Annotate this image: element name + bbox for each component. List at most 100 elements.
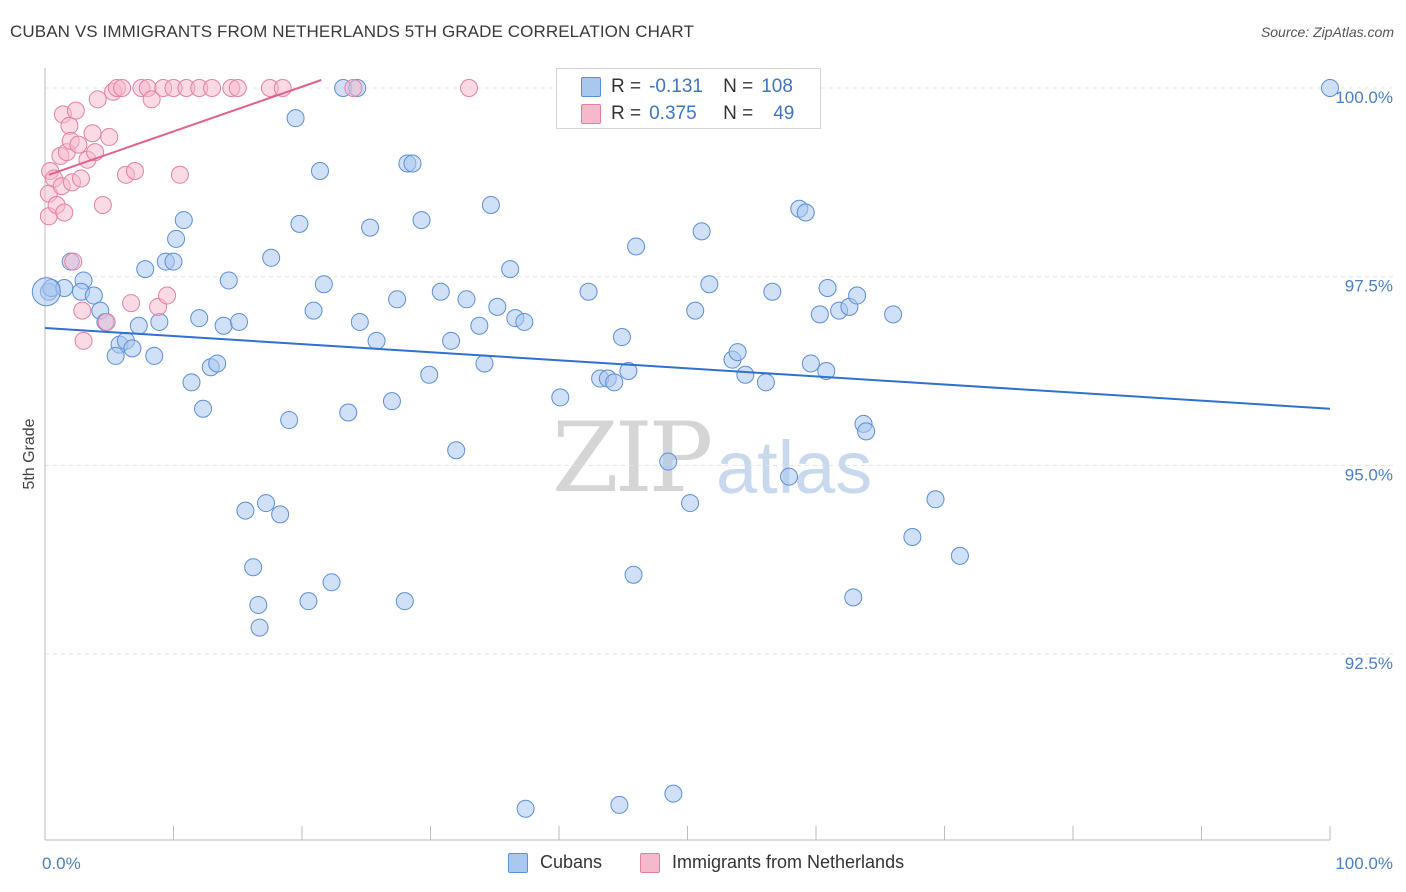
point-cubans bbox=[262, 248, 281, 267]
point-netherlands bbox=[55, 203, 74, 222]
point-cubans bbox=[681, 494, 700, 513]
point-netherlands bbox=[100, 128, 119, 147]
chart-source: Source: ZipAtlas.com bbox=[1260, 24, 1394, 40]
point-cubans bbox=[395, 592, 414, 611]
point-cubans bbox=[249, 595, 268, 614]
series-label-cubans: Cubans bbox=[540, 852, 603, 872]
point-cubans bbox=[516, 799, 535, 818]
point-cubans bbox=[182, 373, 201, 392]
point-cubans bbox=[412, 211, 431, 230]
point-cubans bbox=[551, 388, 570, 407]
legend-n-value: 49 bbox=[773, 103, 795, 124]
x-tick-label-start: 0.0% bbox=[42, 854, 81, 873]
point-cubans bbox=[286, 109, 305, 128]
point-cubans bbox=[612, 328, 631, 347]
point-cubans bbox=[403, 154, 422, 173]
point-cubans bbox=[736, 365, 755, 384]
correlation-legend: R = -0.131 N = 108 R = 0.375 N = 49 bbox=[556, 68, 821, 129]
point-netherlands bbox=[73, 301, 92, 320]
legend-r-value: 0.375 bbox=[649, 103, 697, 124]
point-netherlands bbox=[88, 90, 107, 109]
point-cubans bbox=[624, 565, 643, 584]
series-legend-cubans: Cubans bbox=[508, 852, 602, 873]
point-cubans bbox=[610, 795, 629, 814]
point-cubans bbox=[123, 339, 142, 358]
point-netherlands bbox=[113, 79, 132, 97]
point-cubans bbox=[314, 275, 333, 294]
point-cubans bbox=[903, 528, 922, 547]
point-cubans bbox=[619, 362, 638, 380]
point-cubans bbox=[470, 316, 489, 335]
axes bbox=[44, 68, 1331, 841]
point-cubans bbox=[501, 260, 520, 279]
point-cubans bbox=[950, 546, 969, 565]
point-cubans bbox=[271, 505, 290, 524]
point-cubans bbox=[208, 354, 227, 373]
series-label-netherlands: Immigrants from Netherlands bbox=[672, 852, 905, 872]
point-cubans bbox=[280, 411, 299, 430]
point-cubans bbox=[579, 282, 598, 301]
point-cubans bbox=[475, 354, 494, 373]
tick-labels: 100.0% 97.5% 95.0% 92.5% 0.0% 100.0% 5th Grade bbox=[21, 88, 1393, 873]
point-cubans bbox=[164, 252, 183, 271]
point-cubans bbox=[605, 373, 624, 392]
point-cubans bbox=[350, 312, 369, 331]
point-cubans bbox=[250, 618, 269, 637]
point-cubans bbox=[174, 211, 193, 230]
point-cubans bbox=[129, 316, 148, 335]
point-netherlands bbox=[74, 331, 93, 350]
point-cubans bbox=[219, 271, 238, 290]
point-netherlands bbox=[122, 294, 141, 313]
point-netherlands bbox=[170, 165, 189, 184]
point-cubans bbox=[145, 346, 164, 365]
point-cubans bbox=[322, 573, 341, 592]
point-netherlands bbox=[203, 79, 222, 97]
legend-n-value: 108 bbox=[761, 76, 793, 97]
point-cubans bbox=[310, 162, 329, 181]
point-cubans bbox=[106, 346, 125, 365]
point-cubans bbox=[844, 588, 863, 607]
legend-swatch-blue bbox=[581, 77, 601, 97]
y-tick-label: 100.0% bbox=[1335, 88, 1393, 107]
point-cubans bbox=[230, 312, 249, 331]
point-cubans bbox=[763, 282, 782, 301]
point-cubans bbox=[361, 218, 380, 237]
point-cubans bbox=[848, 286, 867, 305]
point-netherlands bbox=[93, 195, 112, 214]
point-cubans bbox=[627, 237, 646, 256]
point-cubans bbox=[810, 305, 829, 324]
point-netherlands bbox=[83, 124, 102, 143]
legend-row-netherlands: R = 0.375 N = 49 bbox=[557, 100, 794, 128]
point-cubans bbox=[431, 282, 450, 301]
point-cubans bbox=[442, 331, 461, 350]
point-cubans bbox=[304, 301, 323, 320]
point-netherlands bbox=[344, 79, 363, 97]
x-tick-label-end: 100.0% bbox=[1335, 854, 1393, 873]
point-cubans bbox=[31, 277, 61, 307]
point-cubans bbox=[236, 501, 255, 520]
series-swatch-pink bbox=[640, 852, 660, 873]
y-axis-label: 5th Grade bbox=[21, 418, 38, 489]
point-cubans bbox=[367, 331, 386, 350]
point-cubans bbox=[857, 422, 876, 441]
legend-row-cubans: R = -0.131 N = 108 bbox=[557, 73, 793, 101]
point-cubans bbox=[290, 214, 309, 233]
point-cubans bbox=[299, 592, 318, 611]
point-cubans bbox=[136, 260, 155, 279]
legend-r-value: -0.131 bbox=[649, 76, 703, 97]
point-cubans bbox=[382, 392, 401, 411]
trend-line-netherlands bbox=[48, 79, 322, 176]
point-cubans bbox=[150, 312, 169, 331]
point-cubans bbox=[420, 365, 439, 384]
point-cubans bbox=[664, 784, 683, 803]
point-cubans bbox=[84, 286, 103, 305]
series-swatch-blue bbox=[508, 852, 528, 873]
series-legend-netherlands: Immigrants from Netherlands bbox=[640, 852, 904, 873]
point-netherlands bbox=[125, 162, 144, 181]
point-cubans bbox=[1321, 79, 1339, 97]
point-cubans bbox=[756, 373, 775, 392]
point-cubans bbox=[447, 441, 466, 460]
point-cubans bbox=[190, 309, 209, 328]
point-cubans bbox=[926, 490, 945, 509]
